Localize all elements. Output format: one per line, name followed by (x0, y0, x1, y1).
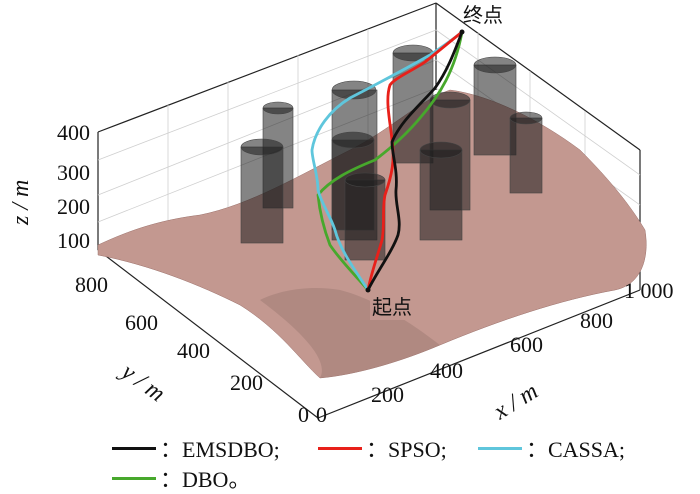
start-marker: 起点 (365, 287, 418, 320)
x-tick: 800 (580, 308, 613, 333)
path-dbo (316, 31, 464, 291)
legend-item-dbo: ：DBO。 (112, 462, 250, 494)
obstacle-cylinder (344, 172, 386, 261)
start-label: 起点 (372, 295, 412, 319)
legend-swatch-cassa (478, 446, 522, 450)
x-tick: 0 (316, 402, 327, 427)
obstacle-cylinder (419, 141, 463, 241)
end-marker: 终点 (459, 3, 503, 35)
end-label: 终点 (463, 3, 503, 27)
x-axis-ticks: 0 200 400 600 800 1 000 (316, 278, 674, 427)
legend-label-dbo: ：DBO。 (160, 467, 251, 492)
z-tick: 300 (57, 160, 90, 185)
y-tick: 200 (230, 370, 263, 395)
z-axis-ticks: 400 300 200 100 (57, 120, 90, 253)
terrain-shadow (260, 288, 440, 378)
legend-swatch-emsdbo (112, 446, 156, 450)
z-tick: 400 (57, 120, 90, 145)
y-tick: 600 (125, 310, 158, 335)
legend-label-emsdbo: ：EMSDBO; (160, 437, 280, 462)
z-tick: 200 (57, 194, 90, 219)
legend-item-emsdbo: ：EMSDBO; (112, 432, 280, 464)
paths (310, 30, 464, 291)
legend-swatch-dbo (112, 476, 156, 480)
legend: ：EMSDBO; ：SPSO; ：CASSA; ：DBO。 (0, 418, 700, 492)
y-tick: 800 (75, 272, 108, 297)
z-tick: 100 (57, 228, 90, 253)
path-cassa (310, 30, 463, 291)
x-tick: 400 (430, 358, 463, 383)
legend-item-cassa: ：CASSA; (478, 432, 625, 464)
x-tick: 600 (510, 332, 543, 357)
obstacle-cylinder (473, 56, 517, 156)
x-tick: 1 000 (624, 278, 674, 303)
axes-box (97, 2, 641, 419)
obstacles (240, 44, 543, 261)
y-tick: 400 (177, 338, 210, 363)
y-axis-label: y / m (115, 358, 170, 408)
legend-swatch-spso (318, 446, 362, 450)
y-tick: 0 (298, 402, 309, 427)
z-axis-label: z / m (8, 180, 34, 226)
legend-item-spso: ：SPSO; (318, 432, 447, 464)
obstacle-cylinder (509, 111, 543, 194)
x-tick: 200 (371, 382, 404, 407)
y-axis-ticks: 800 600 400 200 0 (75, 272, 309, 427)
path-emsdbo (366, 31, 464, 291)
legend-label-cassa: ：CASSA; (526, 437, 626, 462)
legend-label-spso: ：SPSO; (366, 437, 447, 462)
obstacle-cylinder (240, 138, 284, 244)
